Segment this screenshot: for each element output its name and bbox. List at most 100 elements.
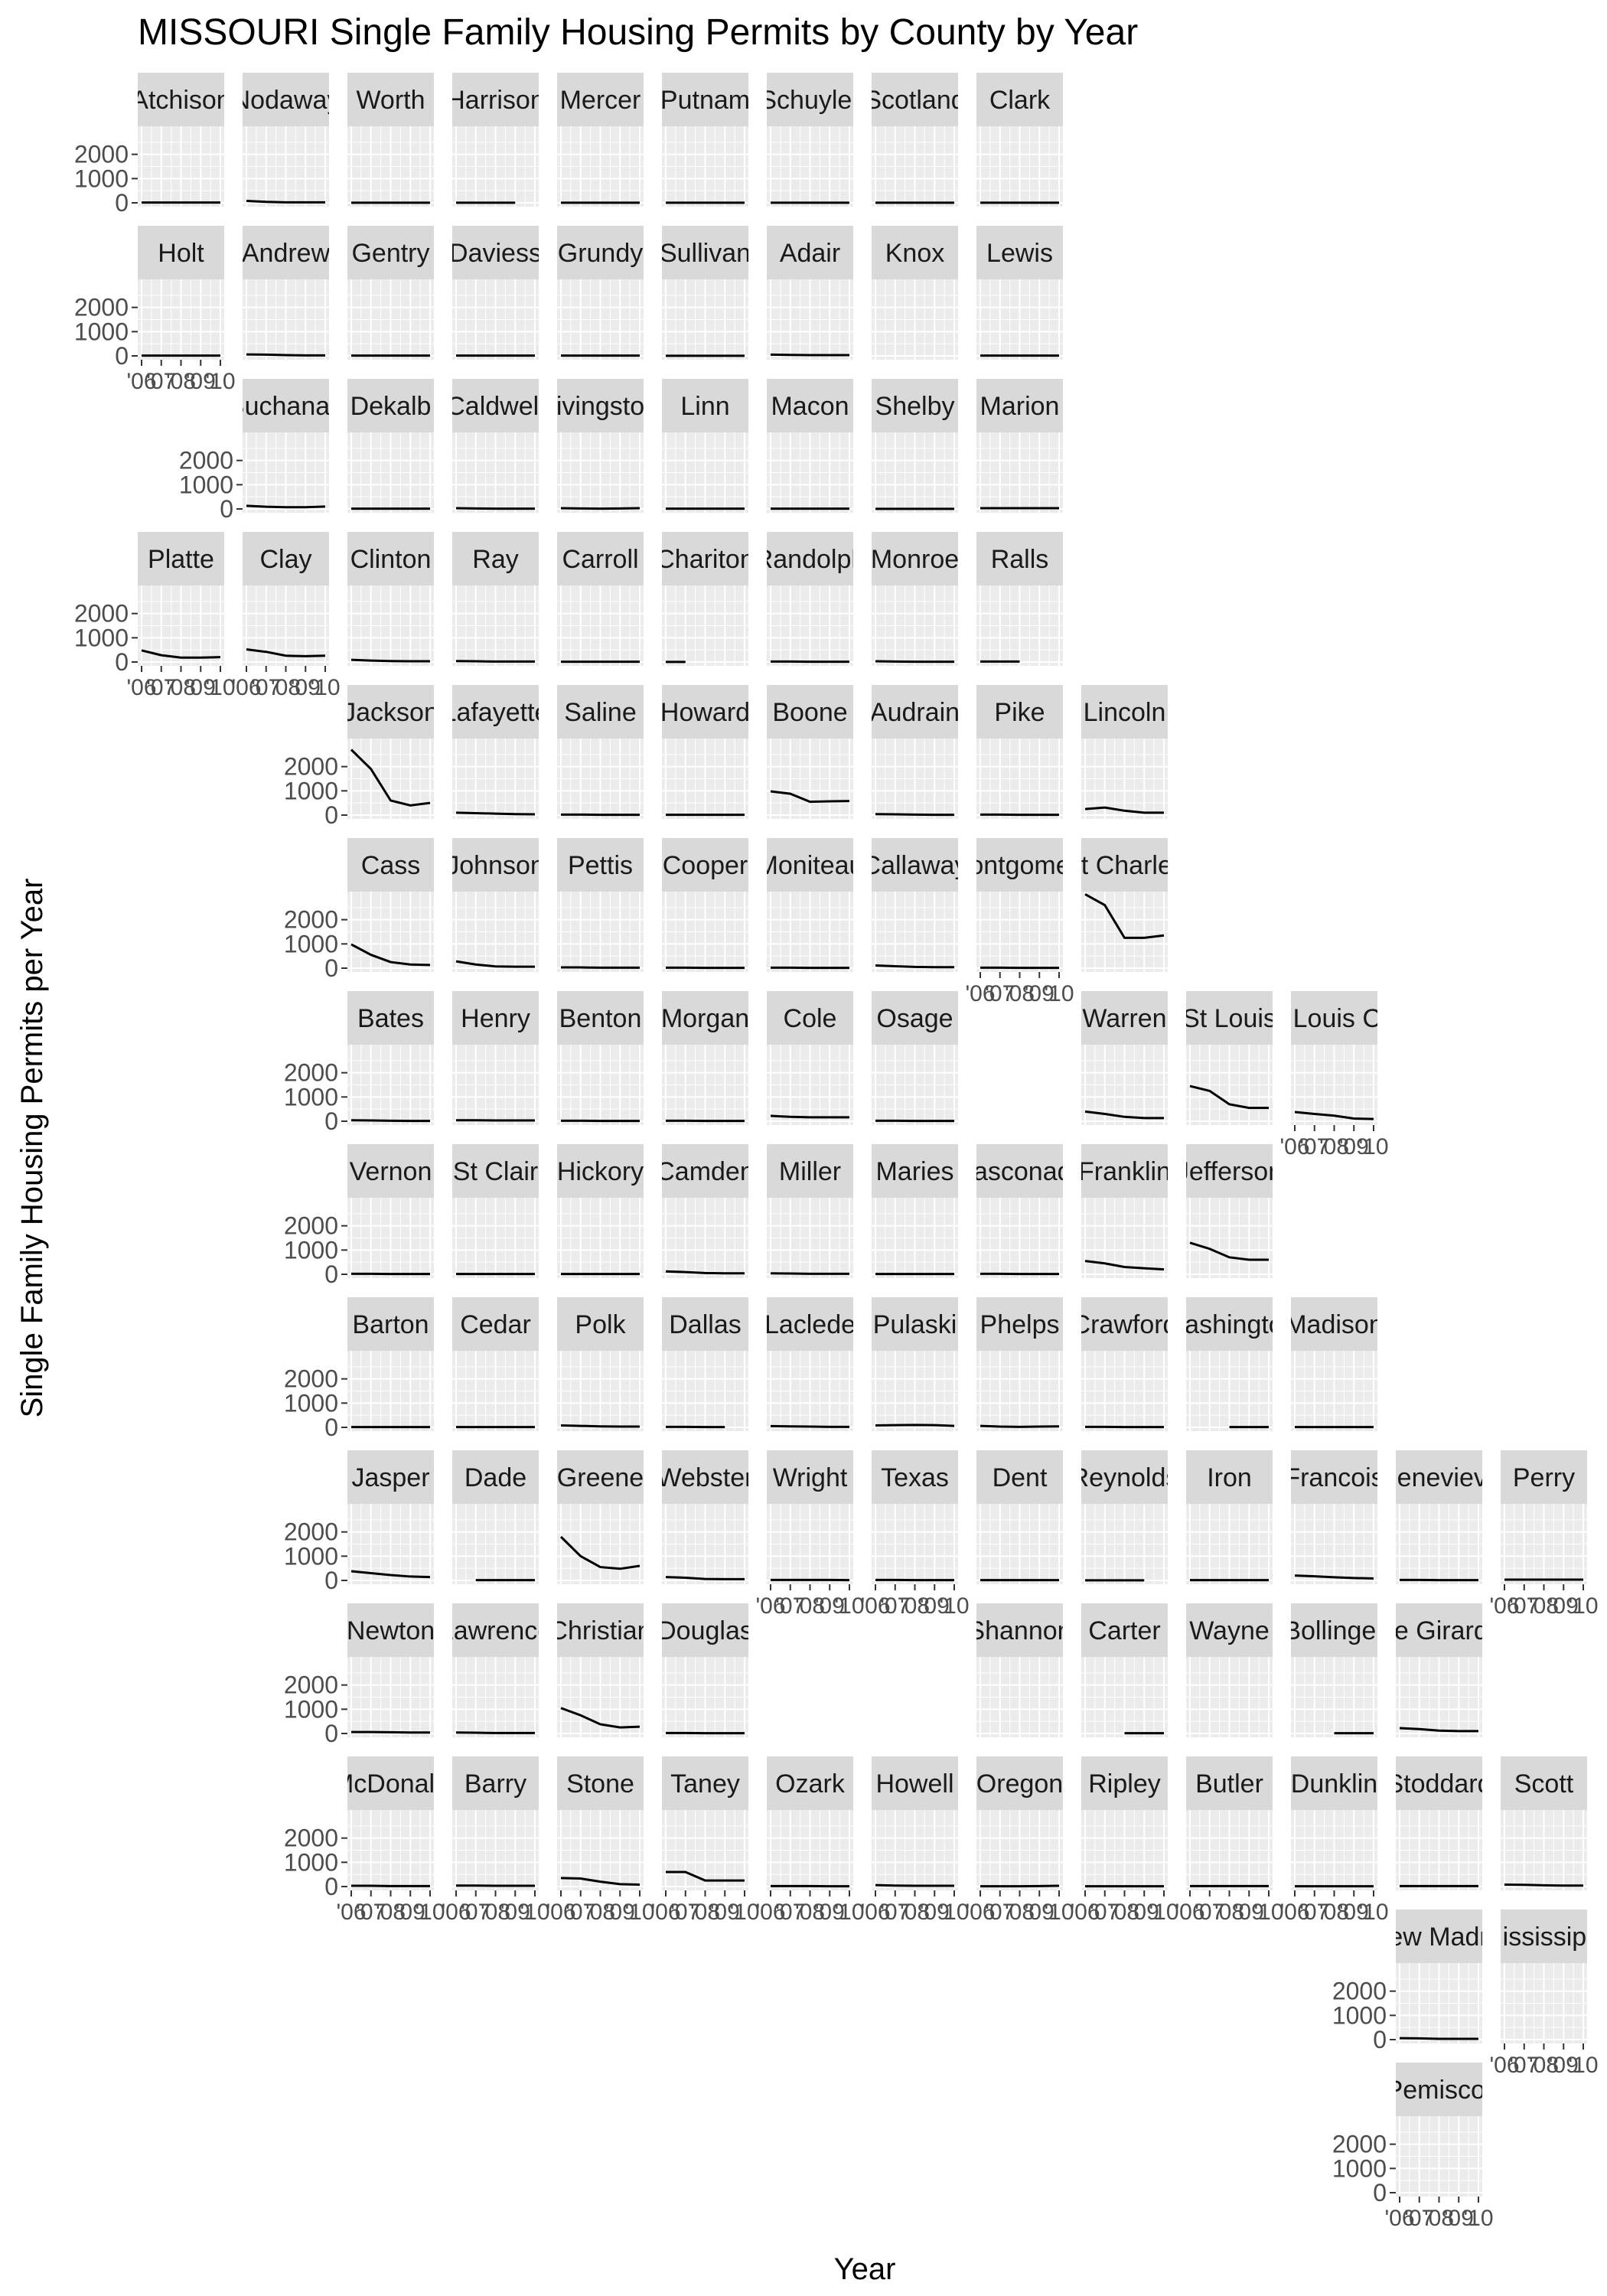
panel-strip-label: Barton bbox=[352, 1310, 429, 1339]
x-tick-label: '07 bbox=[1195, 1900, 1224, 1925]
panel-strip bbox=[662, 73, 748, 126]
panel-clay: Clay '06'07'08'09'10 bbox=[231, 532, 341, 700]
panel-strip-label: Atchison bbox=[131, 86, 230, 115]
x-tick-label: '07 bbox=[1299, 1134, 1329, 1159]
panel-strip-label: Audrain bbox=[870, 698, 960, 727]
panel-butler: Butler '06'07'08'09'10 bbox=[1175, 1756, 1284, 1925]
panel-strip bbox=[1501, 1450, 1587, 1504]
x-tick-label: '10 bbox=[1044, 1900, 1074, 1925]
panel-strip bbox=[662, 1603, 748, 1657]
x-tick-label: '06 bbox=[126, 369, 156, 394]
y-tick-label: 2000 bbox=[179, 447, 233, 475]
x-tick-label: '08 bbox=[795, 1900, 825, 1925]
x-tick-label: '09 bbox=[1549, 1593, 1579, 1619]
panel-miller: Miller bbox=[767, 1144, 853, 1278]
panel-strip bbox=[1396, 2063, 1482, 2116]
y-tick-label: 0 bbox=[115, 342, 129, 370]
x-tick-label: '06 bbox=[1384, 2206, 1414, 2231]
panel-strip-label: Gasconade bbox=[953, 1157, 1087, 1186]
y-tick-label: 0 bbox=[1373, 2179, 1387, 2206]
panel-dent: Dent bbox=[976, 1450, 1063, 1584]
x-tick-label: '07 bbox=[985, 1900, 1015, 1925]
panel-strip-label: Crawford bbox=[1072, 1310, 1178, 1339]
panel-sullivan: Sullivan bbox=[662, 226, 748, 360]
panel-strip-label: Polk bbox=[575, 1310, 626, 1339]
y-tick-label: 1000 bbox=[284, 1389, 338, 1417]
series-line bbox=[350, 748, 431, 807]
x-tick-label: '10 bbox=[520, 1900, 549, 1925]
series-line bbox=[875, 813, 954, 817]
series-line bbox=[1504, 1883, 1583, 1887]
panel-maries: Maries bbox=[872, 1144, 958, 1278]
panel-strip bbox=[767, 1450, 853, 1504]
y-tick-label: 0 bbox=[324, 1720, 338, 1747]
panel-strip bbox=[872, 226, 958, 279]
panel-strip bbox=[662, 226, 748, 279]
panel-strip-label: Miller bbox=[779, 1157, 841, 1186]
panel-strip bbox=[452, 532, 539, 585]
panel-strip-label: Shannon bbox=[967, 1616, 1071, 1645]
panel-strip-label: Laclede bbox=[764, 1310, 856, 1339]
panel-strip-label: Chariton bbox=[656, 545, 755, 574]
series-line bbox=[665, 1270, 745, 1275]
panel-strip bbox=[452, 685, 539, 739]
panel-strip-label: Livingston bbox=[542, 392, 659, 421]
x-tick-label: '10 bbox=[1253, 1900, 1283, 1925]
panel-strip-label: Howard bbox=[660, 698, 750, 727]
panel-caldwell: Caldwell bbox=[452, 379, 539, 513]
y-tick-label: 2000 bbox=[1332, 2131, 1387, 2158]
panel-strip bbox=[347, 73, 434, 126]
y-tick-label: 1000 bbox=[179, 471, 233, 498]
panel-nodaway: Nodaway bbox=[243, 73, 329, 207]
series-line bbox=[1399, 2037, 1478, 2040]
panel-strip-label: Linn bbox=[680, 392, 729, 421]
panel-strip-label: Howell bbox=[875, 1769, 953, 1799]
panel-johnson: Johnson bbox=[452, 838, 539, 972]
panel-ralls: Ralls bbox=[976, 532, 1063, 666]
series-line bbox=[770, 790, 850, 804]
x-tick-label: '06 bbox=[546, 1900, 575, 1925]
panel-strip-label: Genevieve bbox=[1377, 1463, 1501, 1492]
x-tick-label: '09 bbox=[920, 1900, 950, 1925]
y-tick-label: 1000 bbox=[284, 1083, 338, 1110]
x-tick-label: '07 bbox=[251, 675, 281, 700]
panel-strip bbox=[557, 532, 644, 585]
panel-strip bbox=[872, 1756, 958, 1810]
panel-strip bbox=[557, 838, 644, 892]
x-tick-label: '09 bbox=[291, 675, 321, 700]
panel-randolph: Randolph bbox=[767, 532, 853, 666]
y-axis-label: Single Family Housing Permits per Year bbox=[15, 879, 49, 1418]
panel-morgan: Morgan bbox=[662, 991, 748, 1125]
panel-warren: Warren bbox=[1081, 991, 1168, 1125]
panel-strip-label: Washington bbox=[1161, 1310, 1297, 1339]
panel-strip bbox=[243, 532, 329, 585]
x-tick-label: '09 bbox=[1339, 1134, 1369, 1159]
panel-strip-label: Reynolds bbox=[1071, 1463, 1179, 1492]
y-tick-label: 0 bbox=[324, 801, 338, 829]
panel-strip-label: Dallas bbox=[669, 1310, 741, 1339]
x-tick-label: '08 bbox=[1214, 1900, 1244, 1925]
panel-strip-label: St Louis City bbox=[1261, 1004, 1407, 1033]
panel-strip bbox=[976, 532, 1063, 585]
panel-pettis: Pettis bbox=[557, 838, 644, 972]
y-tick-label: 0 bbox=[115, 648, 129, 676]
series-line bbox=[246, 199, 325, 204]
series-line bbox=[770, 353, 849, 357]
x-tick-label: '06 bbox=[126, 675, 156, 700]
panel-strip bbox=[452, 73, 539, 126]
x-tick-label: '10 bbox=[310, 675, 340, 700]
x-tick-label: '08 bbox=[1424, 2206, 1454, 2231]
panel-strip-label: Lafayette bbox=[442, 698, 549, 727]
x-tick-label: '06 bbox=[965, 1900, 995, 1925]
series-line bbox=[666, 1870, 745, 1882]
panel-strip bbox=[662, 685, 748, 739]
panel-strip bbox=[1081, 1144, 1168, 1198]
panel-strip-label: Putnam bbox=[660, 86, 750, 115]
panel-strip-label: Ralls bbox=[991, 545, 1049, 574]
panel-strip-label: Pike bbox=[994, 698, 1045, 727]
y-tick-label: 1000 bbox=[74, 318, 129, 345]
panel-strip-label: Cole bbox=[784, 1004, 837, 1033]
panel-iron: Iron bbox=[1186, 1450, 1273, 1584]
panel-wayne: Wayne bbox=[1186, 1603, 1273, 1737]
